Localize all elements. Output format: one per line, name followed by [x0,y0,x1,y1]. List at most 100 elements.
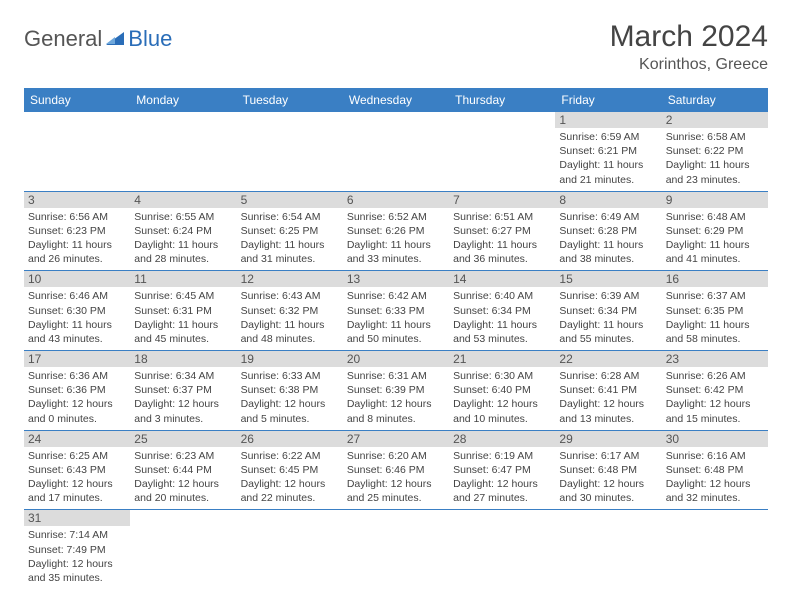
daylight-line: Daylight: 12 hours and 20 minutes. [134,477,232,505]
calendar-day-cell: 30Sunrise: 6:16 AMSunset: 6:48 PMDayligh… [662,430,768,510]
daylight-line: Daylight: 12 hours and 35 minutes. [28,557,126,585]
sail-icon [104,30,126,48]
sunrise-line: Sunrise: 6:26 AM [666,369,764,383]
day-number: 18 [130,351,236,367]
sunset-line: Sunset: 6:36 PM [28,383,126,397]
calendar-day-cell: 23Sunrise: 6:26 AMSunset: 6:42 PMDayligh… [662,351,768,431]
day-number: 23 [662,351,768,367]
sunset-line: Sunset: 6:44 PM [134,463,232,477]
calendar-day-cell: 2Sunrise: 6:58 AMSunset: 6:22 PMDaylight… [662,112,768,191]
sunrise-line: Sunrise: 6:25 AM [28,449,126,463]
sunset-line: Sunset: 6:38 PM [241,383,339,397]
sunrise-line: Sunrise: 6:31 AM [347,369,445,383]
sunset-line: Sunset: 6:25 PM [241,224,339,238]
day-number: 19 [237,351,343,367]
sunset-line: Sunset: 6:35 PM [666,304,764,318]
calendar-day-cell: 10Sunrise: 6:46 AMSunset: 6:30 PMDayligh… [24,271,130,351]
calendar-day-cell: 19Sunrise: 6:33 AMSunset: 6:38 PMDayligh… [237,351,343,431]
calendar-day-cell: 15Sunrise: 6:39 AMSunset: 6:34 PMDayligh… [555,271,661,351]
daylight-line: Daylight: 12 hours and 30 minutes. [559,477,657,505]
day-details: Sunrise: 7:14 AMSunset: 7:49 PMDaylight:… [24,526,130,589]
sunrise-line: Sunrise: 7:14 AM [28,528,126,542]
sunset-line: Sunset: 6:24 PM [134,224,232,238]
day-details: Sunrise: 6:37 AMSunset: 6:35 PMDaylight:… [662,287,768,350]
calendar-week-row: 1Sunrise: 6:59 AMSunset: 6:21 PMDaylight… [24,112,768,191]
sunset-line: Sunset: 7:49 PM [28,543,126,557]
daylight-line: Daylight: 11 hours and 21 minutes. [559,158,657,186]
day-number: 5 [237,192,343,208]
sunset-line: Sunset: 6:34 PM [453,304,551,318]
sunrise-line: Sunrise: 6:30 AM [453,369,551,383]
calendar-day-cell: 21Sunrise: 6:30 AMSunset: 6:40 PMDayligh… [449,351,555,431]
day-details: Sunrise: 6:56 AMSunset: 6:23 PMDaylight:… [24,208,130,271]
sunrise-line: Sunrise: 6:55 AM [134,210,232,224]
day-details: Sunrise: 6:59 AMSunset: 6:21 PMDaylight:… [555,128,661,191]
calendar-empty-cell [237,510,343,589]
header: General Blue March 2024 Korinthos, Greec… [24,20,768,74]
sunset-line: Sunset: 6:27 PM [453,224,551,238]
day-number: 29 [555,431,661,447]
calendar-day-cell: 18Sunrise: 6:34 AMSunset: 6:37 PMDayligh… [130,351,236,431]
weekday-header-row: SundayMondayTuesdayWednesdayThursdayFrid… [24,88,768,112]
day-number: 15 [555,271,661,287]
day-number: 21 [449,351,555,367]
calendar-day-cell: 16Sunrise: 6:37 AMSunset: 6:35 PMDayligh… [662,271,768,351]
logo-text-general: General [24,26,102,52]
daylight-line: Daylight: 11 hours and 36 minutes. [453,238,551,266]
day-details: Sunrise: 6:23 AMSunset: 6:44 PMDaylight:… [130,447,236,510]
daylight-line: Daylight: 11 hours and 55 minutes. [559,318,657,346]
day-number: 30 [662,431,768,447]
sunset-line: Sunset: 6:45 PM [241,463,339,477]
calendar-empty-cell [449,510,555,589]
logo: General Blue [24,20,172,52]
calendar-day-cell: 13Sunrise: 6:42 AMSunset: 6:33 PMDayligh… [343,271,449,351]
sunrise-line: Sunrise: 6:34 AM [134,369,232,383]
sunset-line: Sunset: 6:40 PM [453,383,551,397]
sunset-line: Sunset: 6:43 PM [28,463,126,477]
day-details: Sunrise: 6:43 AMSunset: 6:32 PMDaylight:… [237,287,343,350]
daylight-line: Daylight: 11 hours and 53 minutes. [453,318,551,346]
daylight-line: Daylight: 11 hours and 45 minutes. [134,318,232,346]
calendar-day-cell: 7Sunrise: 6:51 AMSunset: 6:27 PMDaylight… [449,191,555,271]
sunrise-line: Sunrise: 6:37 AM [666,289,764,303]
sunrise-line: Sunrise: 6:56 AM [28,210,126,224]
weekday-header: Thursday [449,88,555,112]
sunrise-line: Sunrise: 6:58 AM [666,130,764,144]
daylight-line: Daylight: 11 hours and 31 minutes. [241,238,339,266]
sunrise-line: Sunrise: 6:42 AM [347,289,445,303]
daylight-line: Daylight: 11 hours and 38 minutes. [559,238,657,266]
sunset-line: Sunset: 6:26 PM [347,224,445,238]
day-number: 16 [662,271,768,287]
weekday-header: Saturday [662,88,768,112]
day-number: 25 [130,431,236,447]
day-details: Sunrise: 6:40 AMSunset: 6:34 PMDaylight:… [449,287,555,350]
calendar-day-cell: 8Sunrise: 6:49 AMSunset: 6:28 PMDaylight… [555,191,661,271]
day-details: Sunrise: 6:30 AMSunset: 6:40 PMDaylight:… [449,367,555,430]
day-number: 27 [343,431,449,447]
sunset-line: Sunset: 6:23 PM [28,224,126,238]
day-number: 14 [449,271,555,287]
sunrise-line: Sunrise: 6:36 AM [28,369,126,383]
daylight-line: Daylight: 11 hours and 50 minutes. [347,318,445,346]
day-number: 2 [662,112,768,128]
day-number: 11 [130,271,236,287]
day-details: Sunrise: 6:48 AMSunset: 6:29 PMDaylight:… [662,208,768,271]
sunrise-line: Sunrise: 6:23 AM [134,449,232,463]
daylight-line: Daylight: 12 hours and 25 minutes. [347,477,445,505]
day-details: Sunrise: 6:34 AMSunset: 6:37 PMDaylight:… [130,367,236,430]
sunrise-line: Sunrise: 6:48 AM [666,210,764,224]
day-number: 1 [555,112,661,128]
calendar-day-cell: 24Sunrise: 6:25 AMSunset: 6:43 PMDayligh… [24,430,130,510]
calendar-empty-cell [343,510,449,589]
weekday-header: Tuesday [237,88,343,112]
day-details: Sunrise: 6:20 AMSunset: 6:46 PMDaylight:… [343,447,449,510]
day-details: Sunrise: 6:54 AMSunset: 6:25 PMDaylight:… [237,208,343,271]
sunrise-line: Sunrise: 6:40 AM [453,289,551,303]
calendar-day-cell: 6Sunrise: 6:52 AMSunset: 6:26 PMDaylight… [343,191,449,271]
sunset-line: Sunset: 6:48 PM [559,463,657,477]
day-details: Sunrise: 6:36 AMSunset: 6:36 PMDaylight:… [24,367,130,430]
sunset-line: Sunset: 6:37 PM [134,383,232,397]
calendar-week-row: 17Sunrise: 6:36 AMSunset: 6:36 PMDayligh… [24,351,768,431]
day-number: 6 [343,192,449,208]
day-number: 31 [24,510,130,526]
